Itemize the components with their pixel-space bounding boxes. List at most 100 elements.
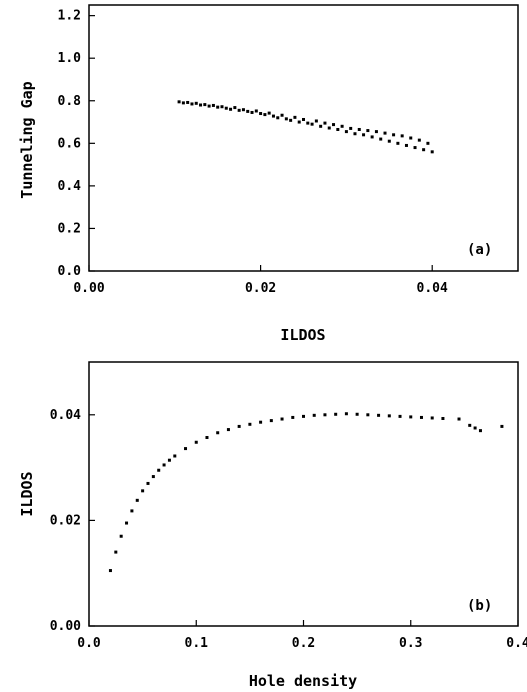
panel-a-data-point — [323, 121, 327, 125]
panel-b-data-point — [478, 429, 482, 433]
panel-b-data-point — [500, 424, 504, 428]
panel-a-data-point — [306, 121, 310, 125]
panel-b-frame — [88, 361, 519, 627]
panel-b-y-tick-label: 0.02 — [50, 513, 81, 528]
panel-b-x-tick-label: 0.0 — [77, 636, 101, 651]
panel-b-data-point — [366, 413, 370, 417]
panel-a-data-point — [374, 130, 378, 134]
panel-b-data-point — [291, 415, 295, 419]
panel-a-label: (a) — [467, 242, 492, 258]
panel-a-data-point — [224, 106, 228, 110]
panel-a-data-point — [263, 113, 267, 117]
panel-a-y-tick-label: 0.0 — [58, 264, 82, 279]
panel-b-data-point — [419, 415, 423, 419]
panel-a-data-point — [409, 136, 413, 140]
panel-a-data-point — [340, 124, 344, 128]
panel-b-data-point — [398, 414, 402, 418]
panel-b-y-axis-label: ILDOS — [18, 471, 36, 516]
panel-a-data-point — [220, 105, 224, 109]
panel-b-scatter-plot: 0.0 0.1 0.2 0.3 0.4 0.00 0.02 0.04 (b) Hole den… — [18, 361, 527, 690]
panel-a-data-point — [181, 101, 185, 105]
panel-a-ticks: 0.00 0.02 0.04 0.0 0.2 0.4 0.6 0.8 1.0 1.2 — [58, 9, 449, 296]
panel-a-data-point — [310, 122, 314, 126]
panel-a-data-point — [366, 129, 370, 133]
panel-b-data-point — [259, 420, 263, 424]
panel-b-data-point — [216, 431, 220, 435]
panel-b-data-point — [135, 498, 139, 502]
panel-a-data-point — [370, 135, 374, 139]
panel-a-data-point — [387, 139, 391, 143]
panel-a-data-point — [362, 133, 366, 137]
panel-b-data-point — [162, 463, 166, 467]
panel-a-data-point — [284, 117, 288, 121]
panel-b-x-axis-label: Hole density — [249, 672, 357, 690]
panel-b-x-tick-label: 0.3 — [399, 636, 422, 651]
panel-a-x-tick-label: 0.00 — [73, 281, 104, 296]
panel-a-data-point — [271, 114, 275, 118]
panel-b-data-point — [473, 426, 477, 430]
panel-a-data-point — [177, 100, 181, 104]
panel-b-ticks: 0.0 0.1 0.2 0.3 0.4 0.00 0.02 0.04 — [50, 408, 527, 651]
panel-a-data-point — [246, 109, 250, 113]
panel-a-data-point — [404, 143, 408, 147]
panel-b-data-point — [125, 521, 129, 525]
panel-a-data-point — [353, 132, 357, 136]
panel-a-data-point — [216, 105, 220, 109]
panel-a-data-point — [327, 126, 331, 130]
panel-a-data-point — [211, 103, 215, 107]
panel-a-data-point — [357, 127, 361, 131]
panel-a-x-tick-label: 0.02 — [245, 281, 276, 296]
panel-a-data-point — [194, 101, 198, 105]
panel-a-data-point — [392, 133, 396, 137]
panel-a-data-point — [417, 138, 421, 142]
panel-b-data-point — [167, 458, 171, 462]
panel-b-data-point — [269, 419, 273, 423]
panel-a-data-point — [336, 127, 340, 131]
panel-a-data-point — [383, 131, 387, 135]
panel-a-data-point — [280, 113, 284, 117]
panel-b-data-point — [441, 416, 445, 420]
panel-b-data-point — [146, 481, 150, 485]
panel-a-y-tick-label: 0.2 — [58, 221, 81, 236]
panel-a-data-point — [314, 119, 318, 123]
panel-b-data-point — [130, 509, 134, 513]
panel-a-data-point — [396, 141, 400, 145]
panel-b-data-point — [344, 412, 348, 416]
panel-a-data-point — [229, 107, 233, 111]
panel-a-data-point — [413, 146, 417, 150]
panel-a-data-point — [430, 150, 434, 154]
panel-a-data-point — [250, 110, 254, 114]
panel-b-data-point — [387, 414, 391, 418]
panel-a-data-point — [207, 104, 211, 108]
panel-a-data-point — [302, 117, 305, 121]
panel-b-data-point — [237, 424, 241, 428]
panel-a-data-point — [422, 148, 426, 152]
panel-b-data-point — [468, 423, 472, 427]
panel-b-data-point — [430, 416, 434, 420]
panel-a-data-point — [289, 118, 293, 122]
panel-a-data-point — [400, 134, 404, 138]
panel-b-y-tick-label: 0.00 — [50, 619, 81, 634]
panel-b-data-point — [457, 417, 461, 421]
panel-b-data-point — [302, 414, 305, 418]
panel-b-y-tick-label: 0.04 — [50, 408, 81, 423]
panel-b-data-point — [173, 454, 177, 458]
panel-a-data-point — [293, 115, 297, 119]
panel-b-data-point — [119, 534, 123, 538]
panel-a-y-tick-label: 1.0 — [58, 51, 82, 66]
panel-a-data-point — [199, 103, 203, 107]
panel-b-data-point — [226, 428, 230, 432]
panel-b-points — [108, 412, 504, 573]
panel-b-data-point — [141, 489, 145, 493]
panel-b-data-point — [157, 468, 161, 472]
panel-a-scatter-plot: 0.00 0.02 0.04 0.0 0.2 0.4 0.6 0.8 1.0 1.2 (a) IL… — [18, 4, 519, 344]
panel-b-data-point — [248, 422, 252, 426]
panel-a-y-tick-label: 0.8 — [58, 94, 82, 109]
panel-a-data-point — [254, 109, 258, 113]
panel-b-data-point — [205, 436, 209, 440]
panel-b-data-point — [312, 413, 316, 417]
panel-a-data-point — [426, 141, 430, 145]
panel-b-data-point — [323, 413, 327, 417]
panel-a-data-point — [379, 137, 383, 141]
